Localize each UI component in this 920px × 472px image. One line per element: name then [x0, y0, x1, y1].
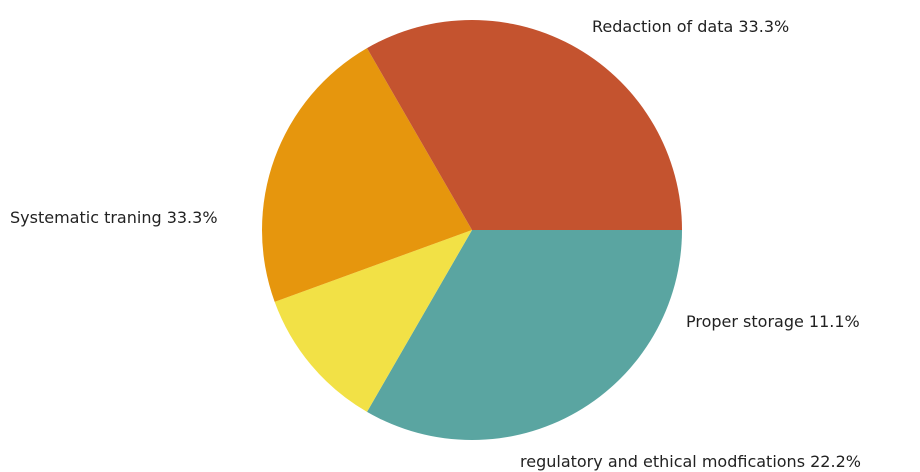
pie-slice-regulatory-and-ethical-modfications	[262, 48, 472, 302]
pie-slice-proper-storage	[274, 230, 472, 412]
pie-labels: Redaction of data 33.3% Proper storage 11…	[10, 17, 861, 471]
pie-slices	[262, 19, 682, 440]
pie-slice-label: Proper storage 11.1%	[686, 312, 860, 331]
pie-slice-label: Systematic traning 33.3%	[10, 208, 218, 227]
pie-slice-label: Redaction of data 33.3%	[592, 17, 789, 36]
pie-slice-redaction-of-data	[367, 230, 682, 440]
pie-slice-systematic-traning	[367, 19, 682, 230]
pie-slice-label: regulatory and ethical modfications 22.2…	[520, 452, 861, 471]
